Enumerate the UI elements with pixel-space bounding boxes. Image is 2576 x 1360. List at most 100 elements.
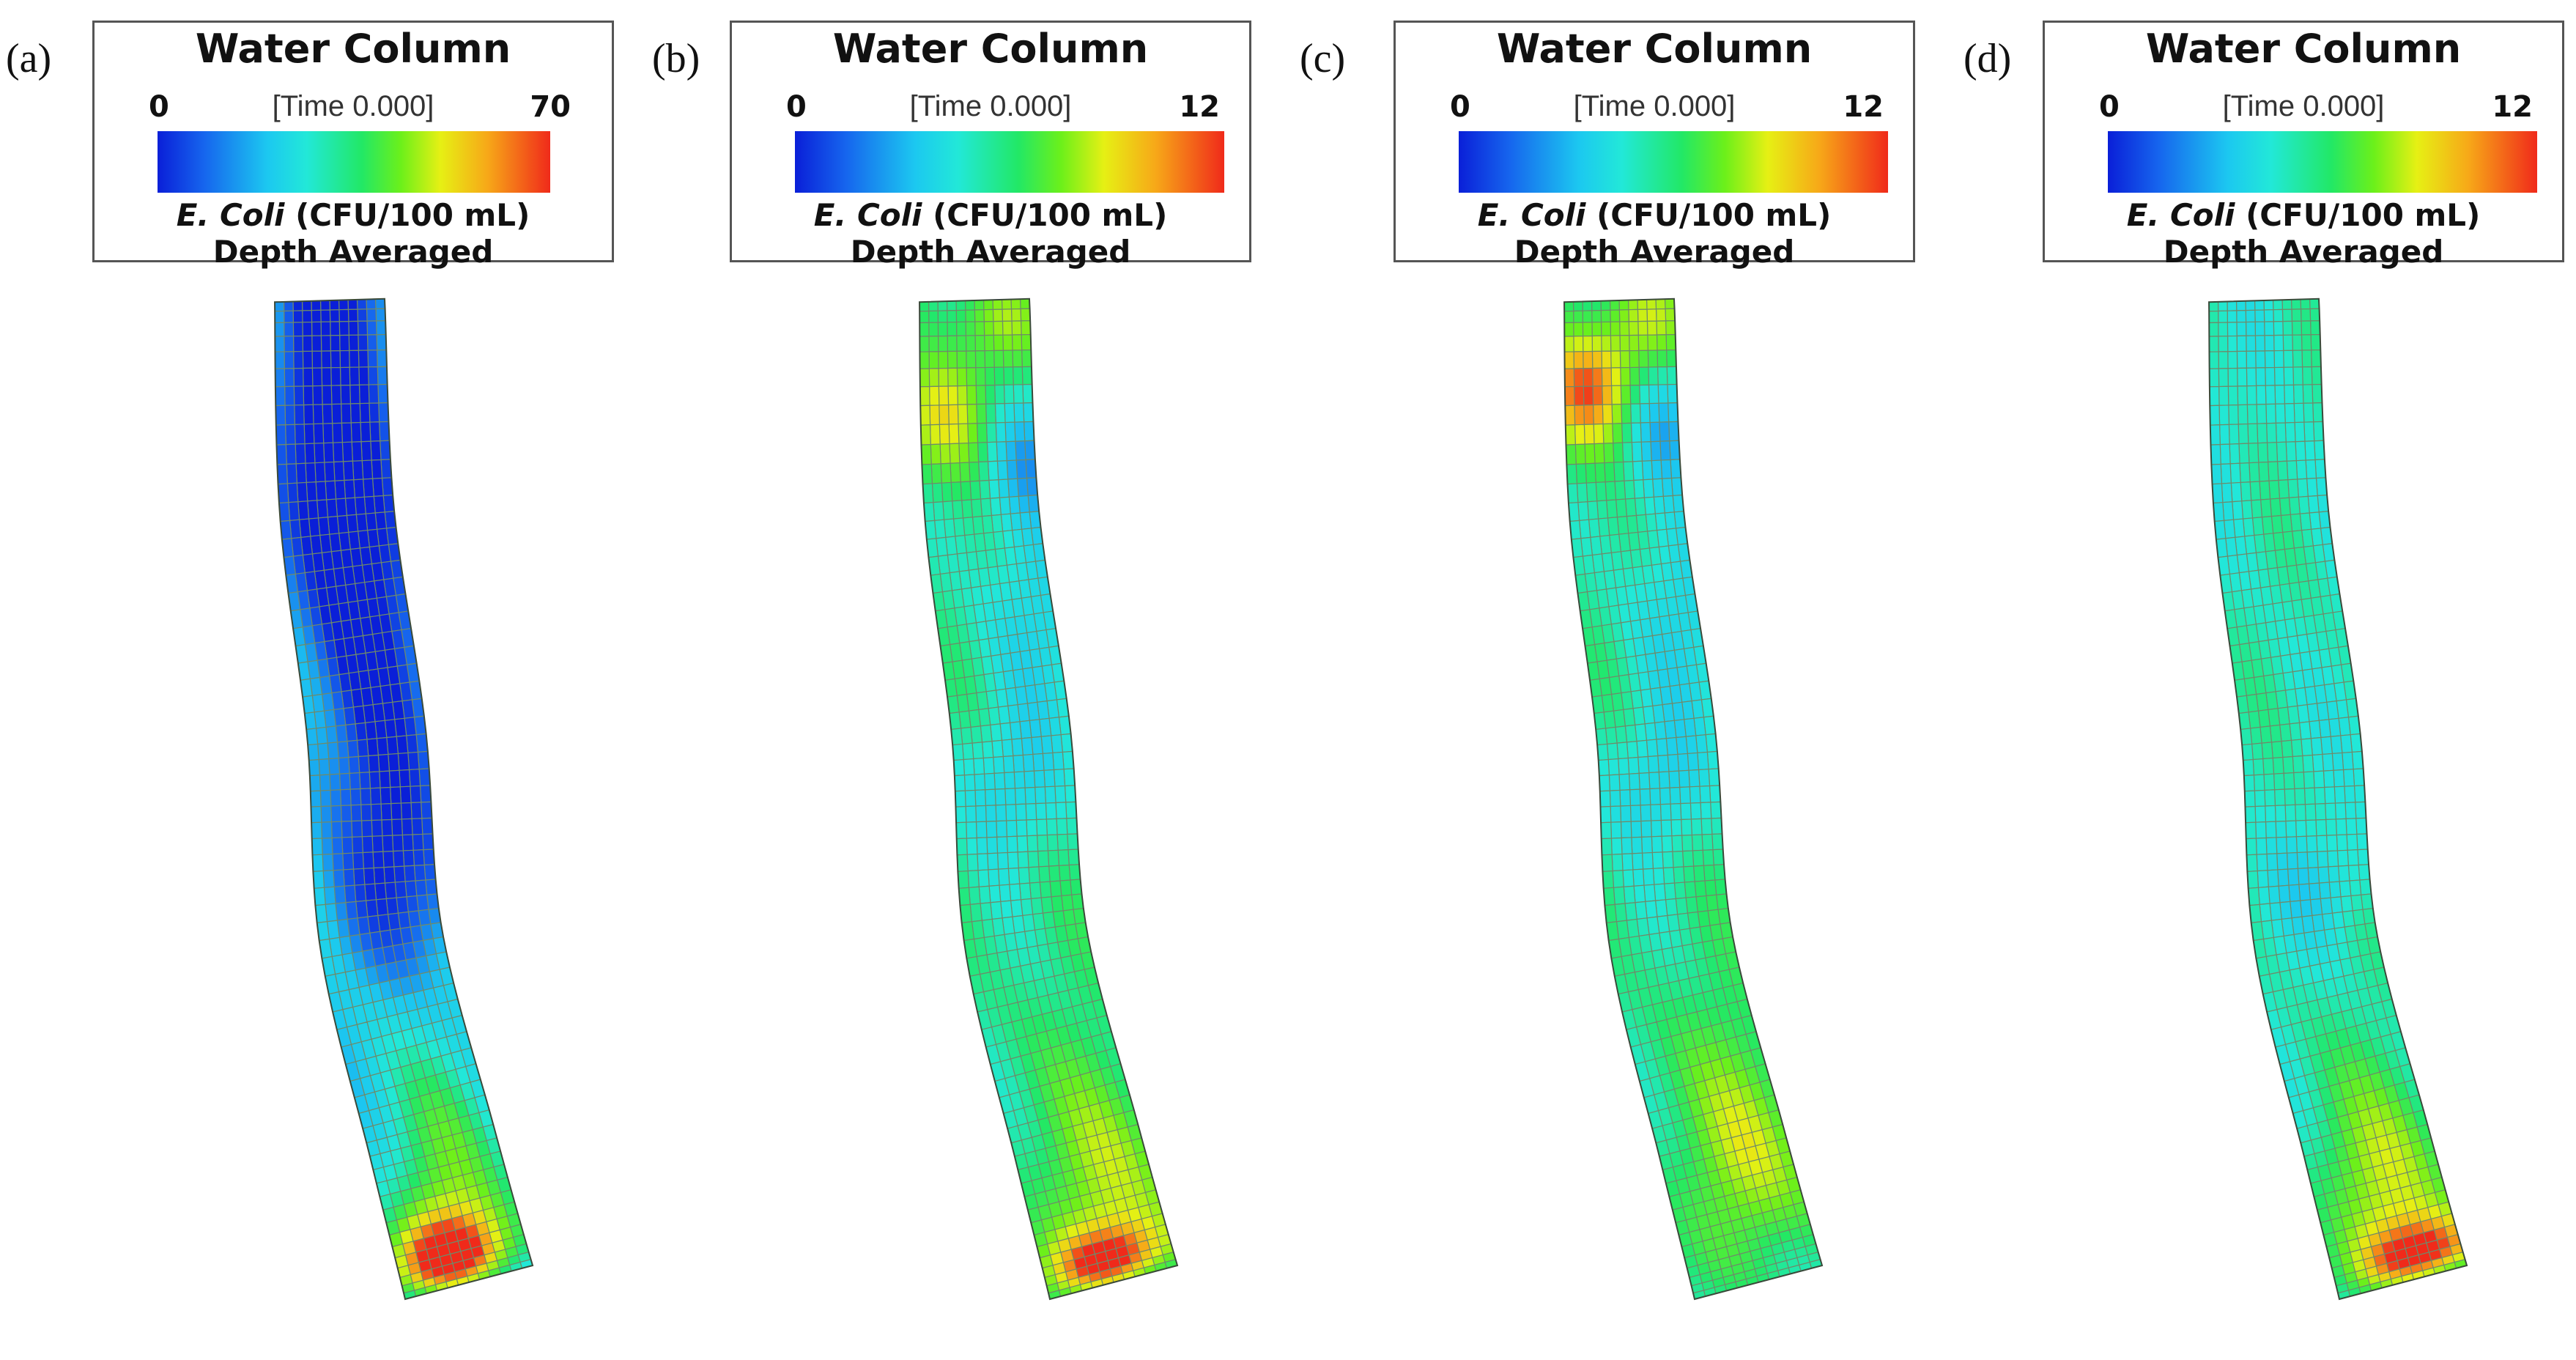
mesh-cell (1594, 443, 1605, 464)
mesh-cell (977, 869, 990, 887)
mesh-cell (1610, 321, 1621, 336)
mesh-cell (313, 423, 325, 444)
mesh-cell (1680, 802, 1692, 821)
mesh-cell (1067, 833, 1079, 851)
mesh-cell (2347, 864, 2361, 882)
mesh-cell (324, 461, 336, 482)
mesh-cell (2334, 802, 2347, 820)
mesh-cell (1640, 441, 1652, 462)
mesh-cell (1610, 805, 1622, 823)
mesh-cell (2273, 350, 2284, 369)
mesh-cell (1001, 739, 1014, 758)
mesh-cell (350, 804, 363, 822)
mesh-cell (293, 385, 305, 406)
mesh-cell (340, 385, 352, 404)
mesh-cell (2218, 385, 2229, 406)
legend-time: [Time 0.000] (1573, 90, 1736, 122)
mesh-cell (993, 350, 1004, 368)
mesh-cell (2256, 853, 2268, 872)
mesh-cell (964, 300, 975, 311)
mesh-cell (2264, 789, 2276, 807)
mesh-cell (2266, 853, 2279, 871)
mesh-cell (311, 309, 322, 323)
mesh-cell (938, 350, 949, 369)
mesh-cell (382, 835, 394, 852)
mesh-cell (1603, 443, 1615, 464)
mesh-cell (1661, 477, 1673, 498)
mesh-cell (1043, 769, 1056, 788)
mesh-cell (2342, 751, 2354, 771)
mesh-cell (984, 366, 996, 386)
mesh-cell (994, 403, 1006, 424)
mesh-cell (1033, 769, 1045, 788)
mesh-cell (1057, 849, 1070, 866)
mesh-cell (1641, 460, 1654, 481)
mesh-cell (1002, 308, 1013, 322)
mesh-cell (1602, 404, 1613, 425)
mesh-cell (2252, 758, 2265, 776)
mesh-cell (2265, 805, 2276, 823)
mesh-cell (950, 481, 963, 502)
mesh-cell (2291, 308, 2302, 322)
mesh-cell (1004, 421, 1016, 443)
mesh-cell (994, 788, 1007, 806)
mesh-cell (307, 500, 319, 520)
mesh-cell (2311, 349, 2322, 368)
mesh-cell (349, 350, 360, 368)
mesh-cell (1669, 440, 1681, 461)
mesh-cell (1573, 336, 1584, 352)
mesh-cell (2284, 804, 2297, 822)
mesh-cell (954, 775, 966, 792)
mesh-cell (928, 336, 939, 352)
mesh-cell (1056, 833, 1069, 851)
mesh-cell (1583, 404, 1594, 425)
mesh-cell (2276, 460, 2289, 481)
mesh-cell (2254, 321, 2265, 336)
mesh-cell (1019, 298, 1031, 310)
mesh-cell (413, 864, 426, 882)
mesh-cell (2263, 300, 2274, 311)
mesh-cell (352, 868, 366, 886)
mesh-cell (1666, 366, 1678, 385)
mesh-cell (2265, 366, 2276, 386)
mesh-cell (1045, 818, 1058, 836)
mesh-cell (2285, 820, 2298, 838)
mesh-cell (1021, 333, 1032, 351)
mesh-cell (2275, 820, 2287, 838)
mesh-cell (2254, 309, 2265, 322)
mesh-cell (1004, 772, 1016, 790)
mesh-cell (2345, 818, 2358, 835)
mesh-cell (1039, 881, 1052, 898)
mesh-cell (1647, 334, 1658, 351)
mesh-cell (1032, 753, 1045, 772)
mesh-cell (2301, 350, 2312, 368)
mesh-cell (938, 385, 950, 406)
mesh-cell (1681, 834, 1694, 852)
legend-time: [Time 0.000] (909, 90, 1072, 122)
mesh-cell (1698, 769, 1711, 787)
mesh-cell (947, 404, 959, 425)
mesh-cell (403, 865, 416, 882)
mesh-cell (1582, 335, 1594, 352)
mesh-cell (956, 350, 967, 369)
mesh-cell (1564, 404, 1576, 426)
mesh-cell (1563, 336, 1574, 352)
mesh-cell (2273, 772, 2285, 791)
mesh-cell (2244, 790, 2256, 808)
mesh-cell (377, 366, 388, 385)
mesh-cell (955, 321, 967, 336)
mesh-cell (399, 769, 411, 788)
mesh-cell (318, 758, 330, 776)
mesh-cell (2314, 802, 2327, 821)
mesh-cell (957, 404, 969, 425)
mesh-cell (937, 300, 948, 311)
mesh-cell (992, 308, 1004, 322)
mesh-cell (325, 498, 338, 518)
mesh-cell (953, 758, 966, 777)
mesh-cell (1011, 320, 1022, 336)
mesh-cell (368, 384, 380, 404)
mesh-cell (1056, 818, 1068, 835)
mesh-cell (330, 789, 342, 807)
mesh-cell (1690, 818, 1703, 836)
mesh-cell (1001, 298, 1013, 310)
